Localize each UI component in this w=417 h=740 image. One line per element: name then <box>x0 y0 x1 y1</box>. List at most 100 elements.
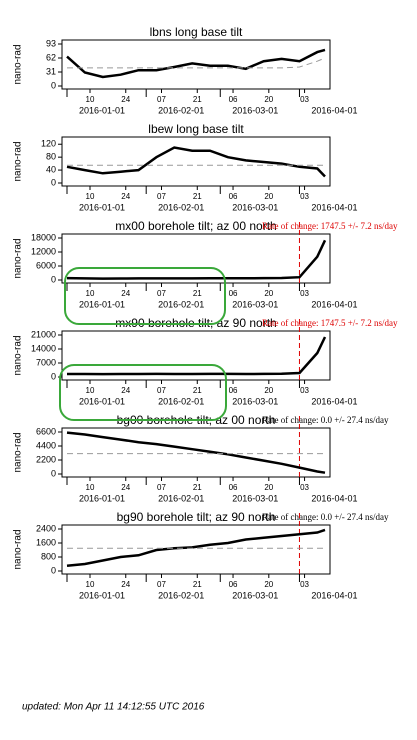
x-tick-label: 03 <box>300 483 309 492</box>
date-label: 2016-02-01 <box>158 493 204 503</box>
x-tick-label: 20 <box>264 289 273 298</box>
x-tick-label: 06 <box>229 483 238 492</box>
y-tick-label: 18000 <box>31 232 56 242</box>
date-label: 2016-04-01 <box>311 202 357 212</box>
chart-title: lbew long base tilt <box>148 122 244 136</box>
rate-annotation: Rate of change: 1747.5 +/- 7.2 ns/day <box>262 221 398 231</box>
date-label: 2016-04-01 <box>311 590 357 600</box>
x-tick-label: 06 <box>229 192 238 201</box>
x-tick-label: 20 <box>264 95 273 104</box>
x-tick-label: 07 <box>157 483 166 492</box>
date-label: 2016-04-01 <box>311 396 357 406</box>
x-tick-label: 10 <box>86 289 95 298</box>
x-tick-label: 24 <box>121 386 130 395</box>
rate-annotation: Rate of change: 1747.5 +/- 7.2 ns/day <box>262 318 398 328</box>
x-tick-label: 20 <box>264 192 273 201</box>
y-tick-label: 0 <box>51 371 56 381</box>
chart-title: lbns long base tilt <box>150 25 243 39</box>
x-tick-label: 21 <box>193 289 202 298</box>
x-tick-label: 06 <box>229 95 238 104</box>
date-label: 2016-04-01 <box>311 299 357 309</box>
y-axis-label: nano-rad <box>13 432 24 472</box>
x-tick-label: 21 <box>193 483 202 492</box>
data-line <box>66 239 327 280</box>
y-tick-label: 14000 <box>31 343 56 353</box>
y-tick-label: 62 <box>46 52 56 62</box>
plot-frame <box>61 39 331 90</box>
y-tick-label: 12000 <box>31 246 56 256</box>
date-label: 2016-01-01 <box>79 299 125 309</box>
date-label: 2016-04-01 <box>311 493 357 503</box>
x-tick-label: 24 <box>121 192 130 201</box>
date-label: 2016-03-01 <box>232 590 278 600</box>
date-label: 2016-02-01 <box>158 396 204 406</box>
x-tick-label: 07 <box>157 95 166 104</box>
y-tick-label: 0 <box>51 80 56 90</box>
date-label: 2016-01-01 <box>79 202 125 212</box>
plot-frame <box>61 233 331 284</box>
y-tick-label: 2200 <box>36 454 56 464</box>
plot-frame <box>61 136 331 187</box>
date-label: 2016-03-01 <box>232 105 278 115</box>
x-tick-label: 21 <box>193 95 202 104</box>
data-line <box>66 48 326 79</box>
y-axis-label: nano-rad <box>13 238 24 278</box>
date-label: 2016-01-01 <box>79 590 125 600</box>
x-tick-label: 06 <box>229 580 238 589</box>
plot-frame <box>61 524 331 575</box>
y-tick-label: 7000 <box>36 357 56 367</box>
x-tick-label: 21 <box>193 192 202 201</box>
reference-line <box>67 57 326 69</box>
x-tick-label: 03 <box>300 95 309 104</box>
date-label: 2016-02-01 <box>158 299 204 309</box>
date-label: 2016-01-01 <box>79 493 125 503</box>
y-tick-label: 93 <box>46 38 56 48</box>
y-tick-label: 0 <box>51 468 56 478</box>
y-axis-label: nano-rad <box>13 335 24 375</box>
plot-frame <box>61 427 331 478</box>
rate-annotation: Rate of change: 0.0 +/- 27.4 ns/day <box>262 512 389 522</box>
rate-annotation: Rate of change: 0.0 +/- 27.4 ns/day <box>262 415 389 425</box>
x-tick-label: 06 <box>229 289 238 298</box>
date-label: 2016-01-01 <box>79 396 125 406</box>
x-tick-label: 10 <box>86 95 95 104</box>
date-label: 2016-01-01 <box>79 105 125 115</box>
x-tick-label: 10 <box>86 192 95 201</box>
x-tick-label: 03 <box>300 386 309 395</box>
date-label: 2016-03-01 <box>232 202 278 212</box>
x-tick-label: 20 <box>264 483 273 492</box>
x-tick-label: 20 <box>264 386 273 395</box>
date-label: 2016-03-01 <box>232 493 278 503</box>
date-label: 2016-02-01 <box>158 105 204 115</box>
y-tick-label: 2400 <box>36 523 56 533</box>
x-tick-label: 20 <box>264 580 273 589</box>
data-line <box>66 528 326 568</box>
x-tick-label: 10 <box>86 483 95 492</box>
x-tick-label: 10 <box>86 580 95 589</box>
x-tick-label: 24 <box>121 483 130 492</box>
y-tick-label: 31 <box>46 66 56 76</box>
x-tick-label: 03 <box>300 289 309 298</box>
x-tick-label: 06 <box>229 386 238 395</box>
data-line <box>66 431 326 474</box>
y-tick-label: 40 <box>46 164 56 174</box>
y-tick-label: 800 <box>41 551 56 561</box>
x-tick-label: 07 <box>157 386 166 395</box>
y-tick-label: 6000 <box>36 260 56 270</box>
y-axis-label: nano-rad <box>13 141 24 181</box>
y-axis-label: nano-rad <box>13 529 24 569</box>
highlight-loop <box>64 267 226 325</box>
x-tick-label: 07 <box>157 192 166 201</box>
y-axis-label: nano-rad <box>13 44 24 84</box>
y-tick-label: 80 <box>46 152 56 162</box>
date-label: 2016-03-01 <box>232 299 278 309</box>
y-tick-label: 4400 <box>36 440 56 450</box>
footer: updated: Mon Apr 11 14:12:55 UTC 2016 <box>22 702 205 713</box>
data-line <box>66 146 326 178</box>
x-tick-label: 24 <box>121 580 130 589</box>
date-label: 2016-04-01 <box>311 105 357 115</box>
y-tick-label: 6600 <box>36 426 56 436</box>
date-label: 2016-03-01 <box>232 396 278 406</box>
chart-title: bg90 borehole tilt; az 90 north <box>117 510 276 524</box>
